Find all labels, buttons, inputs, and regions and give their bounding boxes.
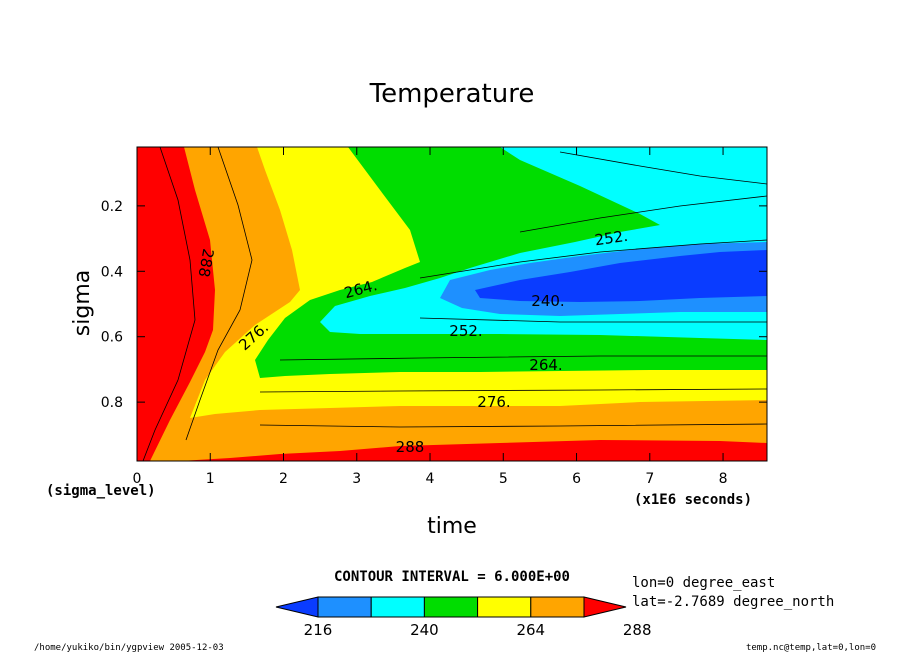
plot-area (137, 147, 767, 461)
contour-label: 288 (396, 438, 425, 456)
contour-interval-text: CONTOUR INTERVAL = 6.000E+00 (334, 569, 570, 585)
plot-frame (136, 146, 768, 462)
x-tick-label: 4 (426, 471, 435, 487)
y-tick-label: 0.8 (101, 395, 123, 411)
colorbar-swatch (530, 596, 585, 618)
x-unit-label: (x1E6 seconds) (634, 492, 752, 508)
colorbar-high-extend (583, 596, 627, 618)
colorbar-swatch (370, 596, 425, 618)
colorbar-label: 240 (410, 621, 439, 639)
contour-label: 276. (477, 393, 510, 411)
colorbar-label: 264 (516, 621, 545, 639)
x-tick-label: 6 (572, 471, 581, 487)
chart-title: Temperature (369, 79, 535, 109)
contour-label: 264. (529, 356, 562, 374)
x-tick-label: 7 (645, 471, 654, 487)
y-tick-label: 0.2 (101, 199, 123, 215)
x-tick-label: 0 (133, 471, 142, 487)
colorbar-label: 216 (304, 621, 333, 639)
contour-label: 240. (531, 292, 564, 310)
footer-right: temp.nc@temp,lat=0,lon=0 (746, 643, 876, 653)
x-axis-label: time (427, 514, 477, 539)
x-tick-label: 3 (352, 471, 361, 487)
y-axis: 0.2 0.4 0.6 0.8 sigma (sigma_level) (46, 199, 767, 499)
x-axis: 0 1 2 3 4 5 6 7 8 time (x1E6 seconds) (133, 147, 752, 539)
y-unit-label: (sigma_level) (46, 483, 156, 499)
colorbar-swatch (423, 596, 479, 618)
contour-label: 252. (594, 227, 630, 249)
y-axis-label: sigma (70, 270, 95, 336)
lon-info: lon=0 degree_east (632, 575, 775, 591)
y-tick-label: 0.4 (101, 264, 123, 280)
colorbar-swatch (477, 596, 532, 618)
colorbar-label: 288 (623, 621, 652, 639)
x-tick-label: 1 (206, 471, 215, 487)
x-tick-label: 2 (279, 471, 288, 487)
contour-lines (142, 147, 767, 461)
y-tick-label: 0.6 (101, 330, 123, 346)
x-tick-label: 8 (719, 471, 728, 487)
colorbar-swatch (317, 596, 372, 618)
x-tick-label: 5 (499, 471, 508, 487)
contour-label: 252. (449, 322, 482, 340)
lat-info: lat=-2.7689 degree_north (632, 594, 834, 610)
colorbar-low-extend (275, 596, 319, 618)
colorbar: 216 240 264 288 (275, 596, 652, 639)
contour-label: 288 (195, 247, 218, 278)
band-blue (475, 250, 767, 302)
footer-left: /home/yukiko/bin/ygpview 2005-12-03 (34, 643, 224, 653)
